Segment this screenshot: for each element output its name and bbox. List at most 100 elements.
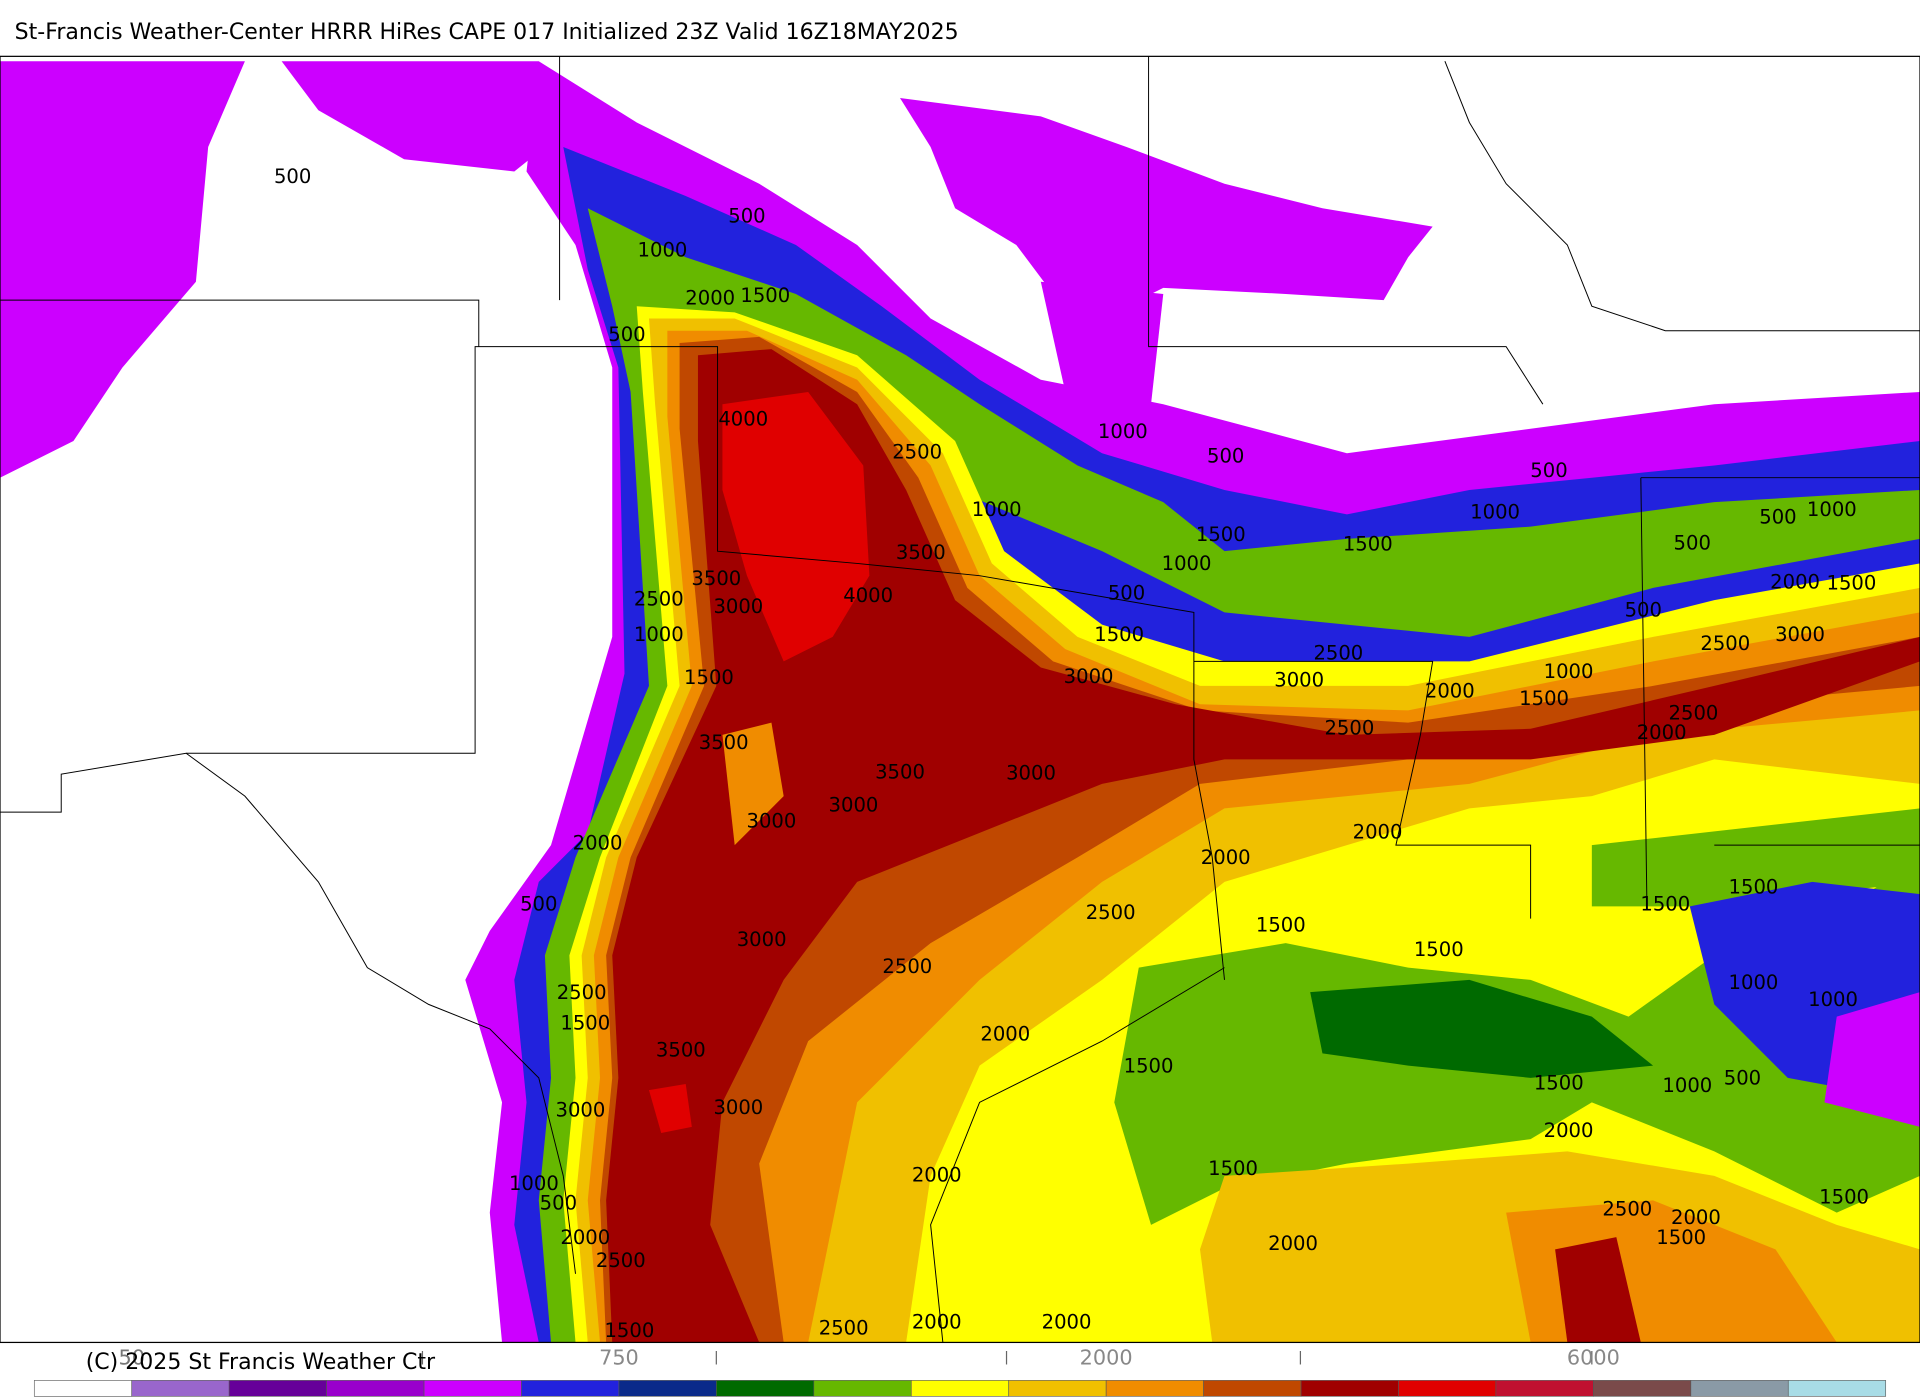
contour-label: 3500 [875, 760, 925, 783]
colorbar-swatch [716, 1380, 815, 1397]
cape-region [722, 722, 784, 846]
cape-region [1591, 808, 1920, 907]
contour-label: 3500 [896, 541, 946, 564]
cape-region [606, 349, 1920, 1343]
cape-region [648, 1083, 692, 1133]
colorbar-swatch [326, 1380, 425, 1397]
contour-label: 2000 [1671, 1206, 1721, 1229]
contour-label: 1500 [1256, 913, 1306, 936]
border [930, 967, 1225, 1343]
colorbar-swatch [813, 1380, 912, 1397]
contour-label: 1000 [638, 239, 688, 262]
colorbar-swatch [1300, 1380, 1399, 1397]
contour-label: 1000 [972, 498, 1022, 521]
contour-label: 3000 [555, 1098, 605, 1121]
contour-label: 2000 [560, 1226, 610, 1249]
cape-region [281, 61, 576, 172]
colorbar-swatch [618, 1380, 717, 1397]
colorbar-swatch [1398, 1380, 1497, 1397]
contour-label: 1500 [1519, 687, 1569, 710]
contour-label: 500 [1207, 444, 1244, 467]
contour-label: 1000 [1807, 498, 1857, 521]
colorbar-swatch [1203, 1380, 1302, 1397]
contour-label: 1000 [1544, 660, 1594, 683]
colorbar-swatch [1593, 1380, 1692, 1397]
colorbar-swatch [1690, 1380, 1789, 1397]
contour-label: 1500 [1640, 893, 1690, 916]
contour-label: 2500 [1602, 1198, 1652, 1221]
contour-label: 2500 [892, 441, 942, 464]
contour-label: 3500 [691, 567, 741, 590]
contour-labels: 500 500 1000 2000 1500 500 4000 2500 1000 500 500 1… [274, 165, 1876, 1342]
contour-label: 1500 [1208, 1157, 1258, 1180]
contour-label: 2500 [1324, 716, 1374, 739]
contour-label: 2500 [819, 1316, 869, 1339]
title: St-Francis Weather-Center HRRR HiRes CAP… [15, 20, 959, 45]
cape-region [0, 61, 245, 478]
contour-label: 2000 [1544, 1119, 1594, 1142]
contour-label: 500 [1530, 459, 1567, 482]
cape-region [1310, 979, 1654, 1078]
contour-label: 1500 [1534, 1071, 1584, 1094]
border [1148, 56, 1920, 919]
contour-label: 2000 [685, 286, 735, 309]
contour-label: 3000 [737, 928, 787, 951]
contour-label: 2500 [1669, 702, 1719, 725]
contour-label: 500 [1759, 506, 1796, 529]
contour-label: 2500 [557, 981, 607, 1004]
colorbar-swatch [521, 1380, 620, 1397]
contour-label: 500 [1108, 582, 1145, 605]
contour-label: 2000 [912, 1310, 962, 1333]
cape-region [1555, 1237, 1641, 1343]
contour-label: 1000 [1729, 971, 1779, 994]
contour-label: 2500 [882, 955, 932, 978]
contour-label: 2500 [1086, 901, 1136, 924]
contour-label: 1500 [1124, 1054, 1174, 1077]
contour-label: 1500 [1414, 938, 1464, 961]
contour-label: 2000 [980, 1022, 1030, 1045]
colorbar-swatch [1105, 1380, 1204, 1397]
colorbar-swatch [1008, 1380, 1107, 1397]
colorbar-swatch [1495, 1380, 1594, 1397]
contour-label: 1500 [684, 666, 734, 689]
cape-region [900, 97, 1433, 319]
contour-label: 500 [1674, 531, 1711, 554]
colorbar-swatch [33, 1380, 133, 1397]
contour-label: 2000 [1770, 571, 1820, 594]
contour-label: 1000 [1662, 1074, 1712, 1097]
borders [0, 55, 1920, 1344]
contour-label: 1500 [604, 1319, 654, 1342]
contour-label: 1500 [1343, 533, 1393, 556]
contour-label: 2000 [1353, 820, 1403, 843]
contour-label: 2000 [912, 1163, 962, 1186]
contour-label: 2500 [596, 1249, 646, 1272]
colorbar-swatch [228, 1380, 327, 1397]
colorbar-label: 50 [118, 1345, 144, 1369]
copyright: (C) 2025 St Francis Weather Ctr [86, 1350, 436, 1375]
colorbar-label: 2000 [1080, 1345, 1133, 1369]
contour-label: 4000 [718, 408, 768, 431]
contour-label: 500 [1625, 599, 1662, 622]
contour-label: 1500 [560, 1011, 610, 1034]
contour-label: 3000 [1064, 665, 1114, 688]
contour-label: 1000 [1470, 501, 1520, 524]
cape-region [1824, 992, 1920, 1127]
contour-label: 3500 [656, 1038, 706, 1061]
border [0, 56, 1225, 980]
contour-label: 2500 [634, 588, 684, 611]
contour-label: 3000 [713, 1096, 763, 1119]
contour-label: 3000 [829, 793, 879, 816]
contour-label: 3000 [713, 595, 763, 618]
colorbar-label: 750 [599, 1345, 639, 1369]
contour-label: 3500 [699, 731, 749, 754]
contour-label: 4000 [843, 584, 893, 607]
contour-label: 2000 [1637, 721, 1687, 744]
cape-region [1040, 281, 1164, 405]
contour-label: 3000 [747, 809, 797, 832]
contour-label: 3000 [1006, 762, 1056, 785]
colorbar-swatch [910, 1380, 1010, 1397]
contour-label: 2000 [1425, 680, 1475, 703]
contour-label: 2000 [1268, 1232, 1318, 1255]
border [1444, 61, 1920, 332]
